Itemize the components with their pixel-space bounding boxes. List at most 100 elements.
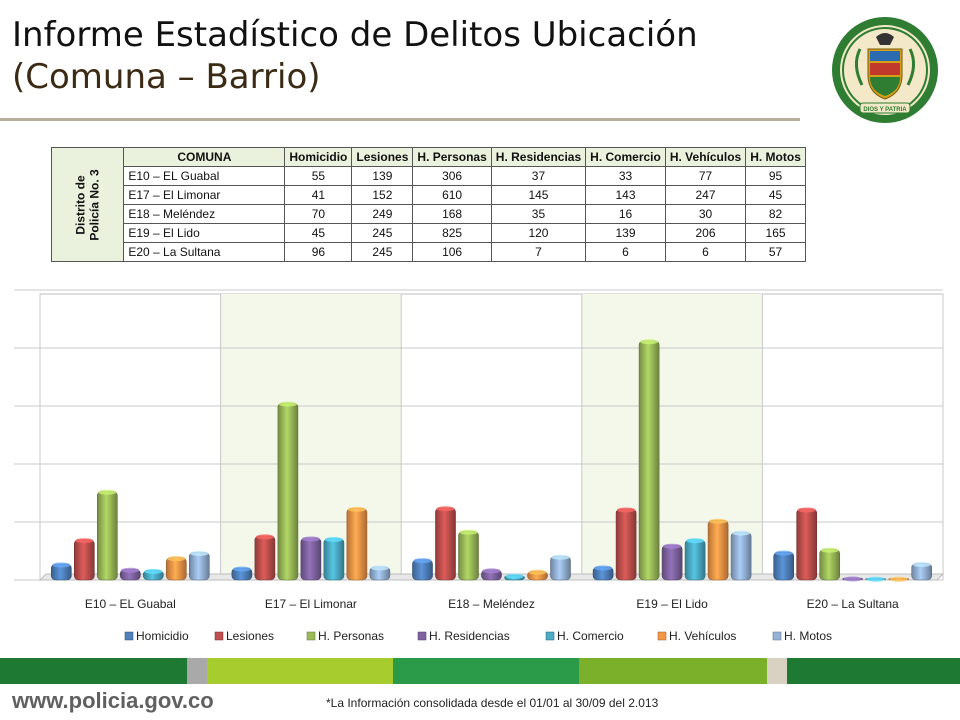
x-tick-label: E18 – Meléndez [448, 597, 535, 611]
bar-h-comercio-3 [684, 539, 706, 581]
bar-top-cap [347, 506, 366, 512]
legend-label: H. Comercio [557, 629, 624, 643]
title-line-1: Informe Estadístico de Delitos Ubicación [12, 15, 698, 55]
bar-h-personas-1 [277, 402, 299, 581]
col-header-h-comercio: H. Comercio [585, 147, 666, 167]
col-header-homicidio: Homicidio [284, 147, 353, 167]
statistics-table: Distrito de Policía No. 3 COMUNA Homicid… [50, 147, 806, 262]
col-header-h-vehiculos: H. Vehículos [664, 147, 747, 167]
bar-top-cap [436, 506, 455, 512]
bar-top-cap [370, 565, 389, 571]
legend-label: H. Vehículos [669, 629, 736, 643]
table-row: E20 – La Sultana 96 245 106 7 6 6 57 [52, 242, 806, 262]
website-url[interactable]: www.policia.gov.co [12, 688, 214, 713]
table-row: E10 – EL Guabal 55 139 306 37 33 77 95 [52, 166, 806, 186]
table-cell: 245 [351, 223, 414, 243]
title-divider [0, 118, 800, 121]
bar-lesiones-3 [615, 508, 637, 581]
table-cell: 106 [412, 242, 492, 262]
table-row: E18 – Meléndez 70 249 168 35 16 30 82 [52, 204, 806, 224]
bar-h-motos-3 [730, 531, 752, 581]
bar-h-personas-0 [97, 490, 118, 581]
table-row: E17 – El Limonar 41 152 610 145 143 247 … [52, 185, 806, 205]
district-label-line-1: Distrito de [73, 174, 88, 235]
bar-h-comercio-1 [323, 538, 345, 581]
x-tick-label: E19 – El Lido [636, 597, 708, 611]
bar-top-cap [889, 576, 908, 582]
bar-h-veh-culos-3 [707, 519, 729, 581]
col-header-h-motos: H. Motos [745, 147, 806, 167]
bar-top-cap [640, 339, 659, 345]
table-cell: 77 [664, 166, 747, 186]
legend-label: H. Personas [318, 629, 384, 643]
footer-color-stripe [0, 658, 960, 684]
legend-swatch [214, 631, 224, 641]
table-cell: 139 [585, 223, 666, 243]
table-cell: 120 [490, 223, 587, 243]
bar-top-cap [774, 550, 793, 556]
footer-stripe-segment [787, 658, 960, 684]
legend-swatch [306, 631, 316, 641]
bar-top-cap [482, 568, 501, 574]
bar-top-cap [121, 567, 140, 573]
legend-swatch [657, 631, 667, 641]
bar-top-cap [505, 573, 524, 579]
table-cell: E18 – Meléndez [123, 204, 286, 224]
table-row: E19 – El Lido 45 245 825 120 139 206 165 [52, 223, 806, 243]
bar-top-cap [797, 507, 816, 513]
bar-h-personas-2 [458, 530, 479, 581]
category-band [581, 294, 763, 580]
bar-lesiones-2 [435, 507, 456, 581]
category-band [220, 294, 402, 580]
table-cell: 143 [585, 185, 666, 205]
col-header-h-personas: H. Personas [412, 147, 492, 167]
table-cell: 33 [585, 166, 666, 186]
bar-top-cap [278, 401, 297, 407]
table-cell: 245 [351, 242, 414, 262]
bar-homicidio-4 [773, 551, 795, 581]
legend-label: H. Residencias [429, 629, 510, 643]
x-tick-label: E10 – EL Guabal [85, 597, 176, 611]
bar-top-cap [866, 576, 885, 582]
title-line-2: (Comuna – Barrio) [12, 57, 321, 97]
table-cell: 610 [412, 185, 492, 205]
table-cell: 6 [664, 242, 747, 262]
table-cell: 82 [745, 204, 806, 224]
bar-lesiones-4 [796, 508, 818, 581]
legend-label: Homicidio [136, 629, 189, 643]
footnote: *La Información consolidada desde el 01/… [326, 696, 659, 710]
bar-top-cap [413, 558, 432, 564]
table-cell: 306 [412, 166, 492, 186]
bar-top-cap [663, 543, 682, 549]
bar-lesiones-0 [74, 539, 95, 581]
bar-top-cap [912, 561, 931, 567]
bar-h-motos-0 [189, 552, 210, 581]
footer-stripe-segment [579, 658, 767, 684]
table-cell: E20 – La Sultana [123, 242, 286, 262]
footer-stripe-segment [0, 658, 187, 684]
table-cell: E10 – EL Guabal [123, 166, 286, 186]
bar-top-cap [709, 518, 728, 524]
bar-top-cap [167, 556, 186, 562]
bar-top-cap [232, 566, 251, 572]
bar-h-veh-culos-1 [346, 508, 368, 581]
bar-top-cap [732, 530, 751, 536]
bar-h-motos-2 [550, 555, 571, 581]
legend-label: H. Motos [784, 629, 832, 643]
bar-top-cap [843, 576, 862, 582]
table-cell: 825 [412, 223, 492, 243]
table-cell: 45 [745, 185, 806, 205]
bar-top-cap [324, 537, 343, 543]
legend-swatch [772, 631, 782, 641]
footer-stripe-segment [207, 658, 393, 684]
table-cell: 165 [745, 223, 806, 243]
table-cell: 37 [490, 166, 587, 186]
bar-top-cap [190, 550, 209, 556]
bar-top-cap [255, 534, 274, 540]
legend-swatch [124, 631, 134, 641]
bar-top-cap [301, 536, 320, 542]
bar-top-cap [686, 538, 705, 544]
table-cell: 30 [664, 204, 747, 224]
bar-h-personas-3 [638, 340, 660, 581]
x-tick-label: E17 – El Limonar [265, 597, 357, 611]
